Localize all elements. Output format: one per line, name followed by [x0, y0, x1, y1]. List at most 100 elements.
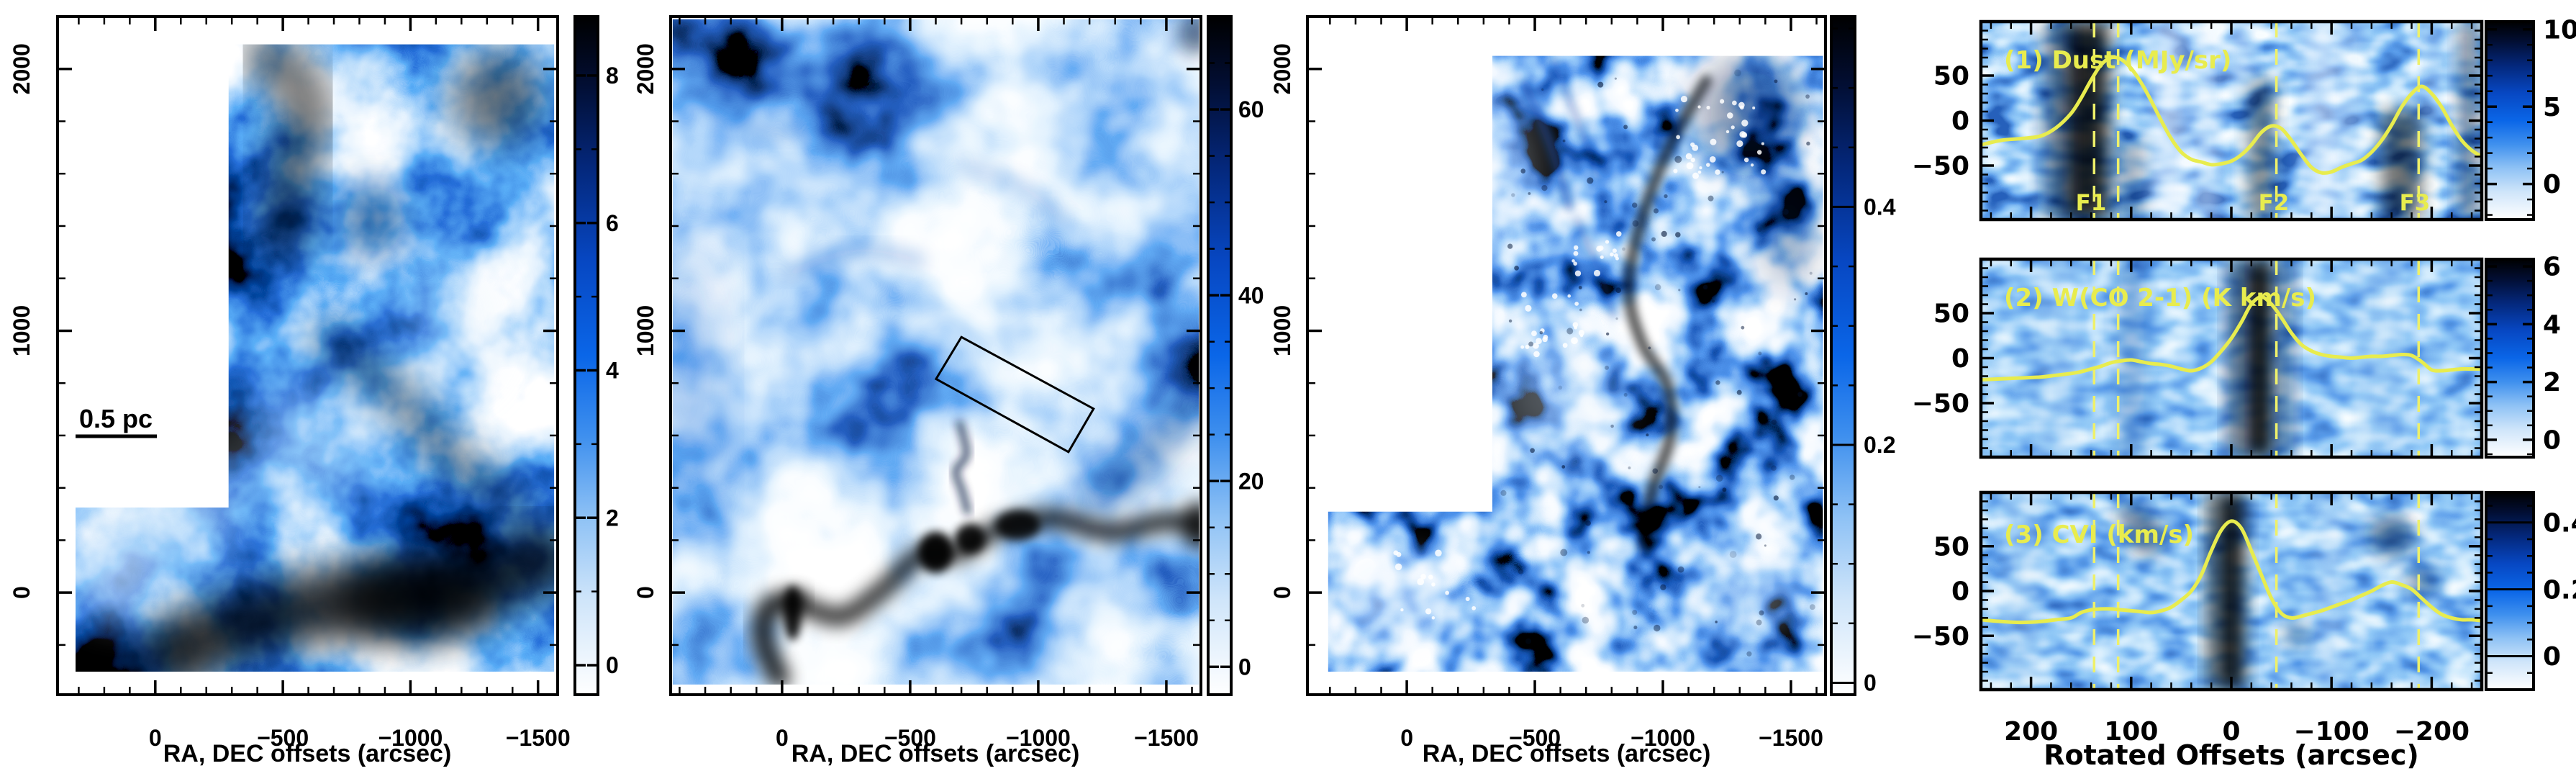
svg-text:50: 50: [1933, 299, 1969, 329]
colorbar: 0.4 0.2 0: [1830, 15, 1896, 696]
svg-text:5: 5: [2543, 93, 2561, 122]
svg-text:1000: 1000: [9, 305, 35, 356]
map-panel-2: 0 −500 −1000 −1500 2000 1000 0 60 40 20 0: [632, 15, 1264, 751]
svg-text:10: 10: [2543, 15, 2576, 45]
map1-xaxis-title: RA, DEC offsets (arcsec): [163, 740, 452, 767]
svg-text:0: 0: [2543, 642, 2561, 672]
svg-text:−200: −200: [2394, 717, 2470, 747]
svg-text:0.4: 0.4: [2543, 508, 2576, 538]
svg-text:0: 0: [632, 586, 658, 599]
map-data-region: [672, 19, 1199, 685]
svg-text:50: 50: [1933, 532, 1969, 562]
map-data-region: [76, 44, 555, 672]
svg-text:0.2: 0.2: [1864, 432, 1895, 458]
svg-text:4: 4: [606, 358, 619, 384]
colorbar: 8 6 4 2 0: [573, 15, 619, 696]
filament-f2-label: F2: [2259, 190, 2290, 216]
colorbar: 10 5 0: [2485, 15, 2576, 221]
svg-text:−50: −50: [1912, 152, 1969, 181]
svg-text:0: 0: [9, 586, 35, 599]
svg-text:−500: −500: [1509, 725, 1561, 751]
svg-text:0: 0: [1269, 586, 1295, 599]
svg-text:0: 0: [1400, 725, 1413, 751]
svg-text:−1000: −1000: [1006, 725, 1071, 751]
profile-panel-2: 50 0 −50 6 4 2 0: [1912, 253, 2561, 459]
svg-text:0: 0: [1951, 344, 1969, 374]
map-panel-1: 0 −500 −1000 −1500 2000 1000 0 8 6 4 2 0: [9, 15, 619, 751]
svg-text:−50: −50: [1912, 389, 1969, 419]
svg-text:100: 100: [2104, 717, 2158, 747]
svg-text:−500: −500: [884, 725, 936, 751]
figure-labels: RA, DEC offsets (arcsec) RA, DEC offsets…: [76, 46, 2430, 771]
filament-f1-label: F1: [2076, 190, 2107, 216]
profile2-title: (2) W(CO 2-1) (K km/s): [2004, 284, 2316, 312]
profile-panel-3: 200 100 0 −100 −200 50 0 −50 0.4 0.2 0: [1912, 490, 2576, 747]
svg-text:200: 200: [2004, 717, 2058, 747]
cut-region-rectangle: [934, 335, 1095, 454]
svg-text:0: 0: [2543, 426, 2561, 456]
profile-axes: 50 0 −50: [1912, 19, 2484, 222]
svg-text:1000: 1000: [632, 305, 658, 356]
map-data-region: [1328, 55, 1823, 672]
svg-text:2: 2: [606, 505, 619, 531]
profile-axes: 50 0 −50: [1912, 257, 2484, 459]
svg-text:−50: −50: [1912, 622, 1969, 651]
svg-text:2: 2: [2543, 368, 2561, 397]
svg-text:0: 0: [1951, 577, 1969, 607]
svg-text:−1500: −1500: [1759, 725, 1823, 751]
svg-text:−1500: −1500: [506, 725, 571, 751]
svg-text:6: 6: [2543, 253, 2561, 282]
map2-xaxis-title: RA, DEC offsets (arcsec): [792, 740, 1080, 767]
profile-heatmap-strip: [1981, 492, 2482, 690]
profile-curve-3: [1981, 519, 2482, 625]
svg-text:8: 8: [606, 63, 619, 89]
profile-axes: 200 100 0 −100 −200 50 0 −50: [1912, 490, 2484, 747]
colorbar: 6 4 2 0: [2485, 253, 2561, 459]
svg-text:4: 4: [2543, 310, 2561, 340]
svg-text:60: 60: [1238, 96, 1264, 122]
svg-text:2000: 2000: [9, 43, 35, 94]
map3-xaxis-title: RA, DEC offsets (arcsec): [1423, 740, 1711, 767]
map-axes: 0 −500 −1000 −1500 2000 1000 0: [632, 15, 1202, 751]
svg-text:6: 6: [606, 210, 619, 236]
profile-curve-2: [1981, 295, 2482, 382]
scale-bar-label: 0.5 pc: [79, 404, 153, 433]
svg-text:−500: −500: [257, 725, 309, 751]
svg-text:−1000: −1000: [1631, 725, 1695, 751]
svg-text:0: 0: [1864, 670, 1877, 696]
map-panel-3: 0 −500 −1000 −1500 2000 1000 0 0.4 0.2 0: [1269, 15, 1896, 751]
profile-curve-1: [1981, 55, 2482, 175]
colorbar: 0.4 0.2 0: [2485, 491, 2576, 691]
profile-heatmap-strip: [1981, 22, 2482, 220]
profile3-title: (3) CVI (km/s): [2004, 520, 2194, 549]
svg-text:−1500: −1500: [1134, 725, 1199, 751]
svg-text:−1000: −1000: [378, 725, 443, 751]
profiles-xaxis-title: Rotated Offsets (arcsec): [2044, 739, 2419, 771]
svg-text:1000: 1000: [1269, 305, 1295, 356]
svg-text:0.2: 0.2: [2543, 575, 2576, 605]
map-axes: 0 −500 −1000 −1500 2000 1000 0: [1269, 15, 1827, 751]
profile1-title: (1) Dust (MJy/sr): [2004, 46, 2231, 75]
svg-text:40: 40: [1238, 282, 1264, 308]
svg-text:2000: 2000: [632, 43, 658, 94]
svg-text:0: 0: [1951, 107, 1969, 136]
svg-text:0: 0: [2543, 170, 2561, 199]
svg-text:20: 20: [1238, 468, 1264, 494]
svg-text:−100: −100: [2294, 717, 2369, 747]
svg-text:0: 0: [606, 652, 619, 678]
colorbar: 60 40 20 0: [1207, 15, 1264, 696]
speckle-dots: [1393, 69, 1815, 657]
svg-text:0: 0: [149, 725, 162, 751]
svg-text:0: 0: [2222, 717, 2240, 747]
svg-text:0: 0: [776, 725, 789, 751]
filament-f3-label: F3: [2400, 190, 2431, 216]
svg-text:0.4: 0.4: [1864, 194, 1896, 220]
profile-heatmap-strip: [1981, 259, 2482, 457]
svg-text:50: 50: [1933, 62, 1969, 91]
svg-text:0: 0: [1238, 654, 1251, 680]
svg-text:2000: 2000: [1269, 43, 1295, 94]
